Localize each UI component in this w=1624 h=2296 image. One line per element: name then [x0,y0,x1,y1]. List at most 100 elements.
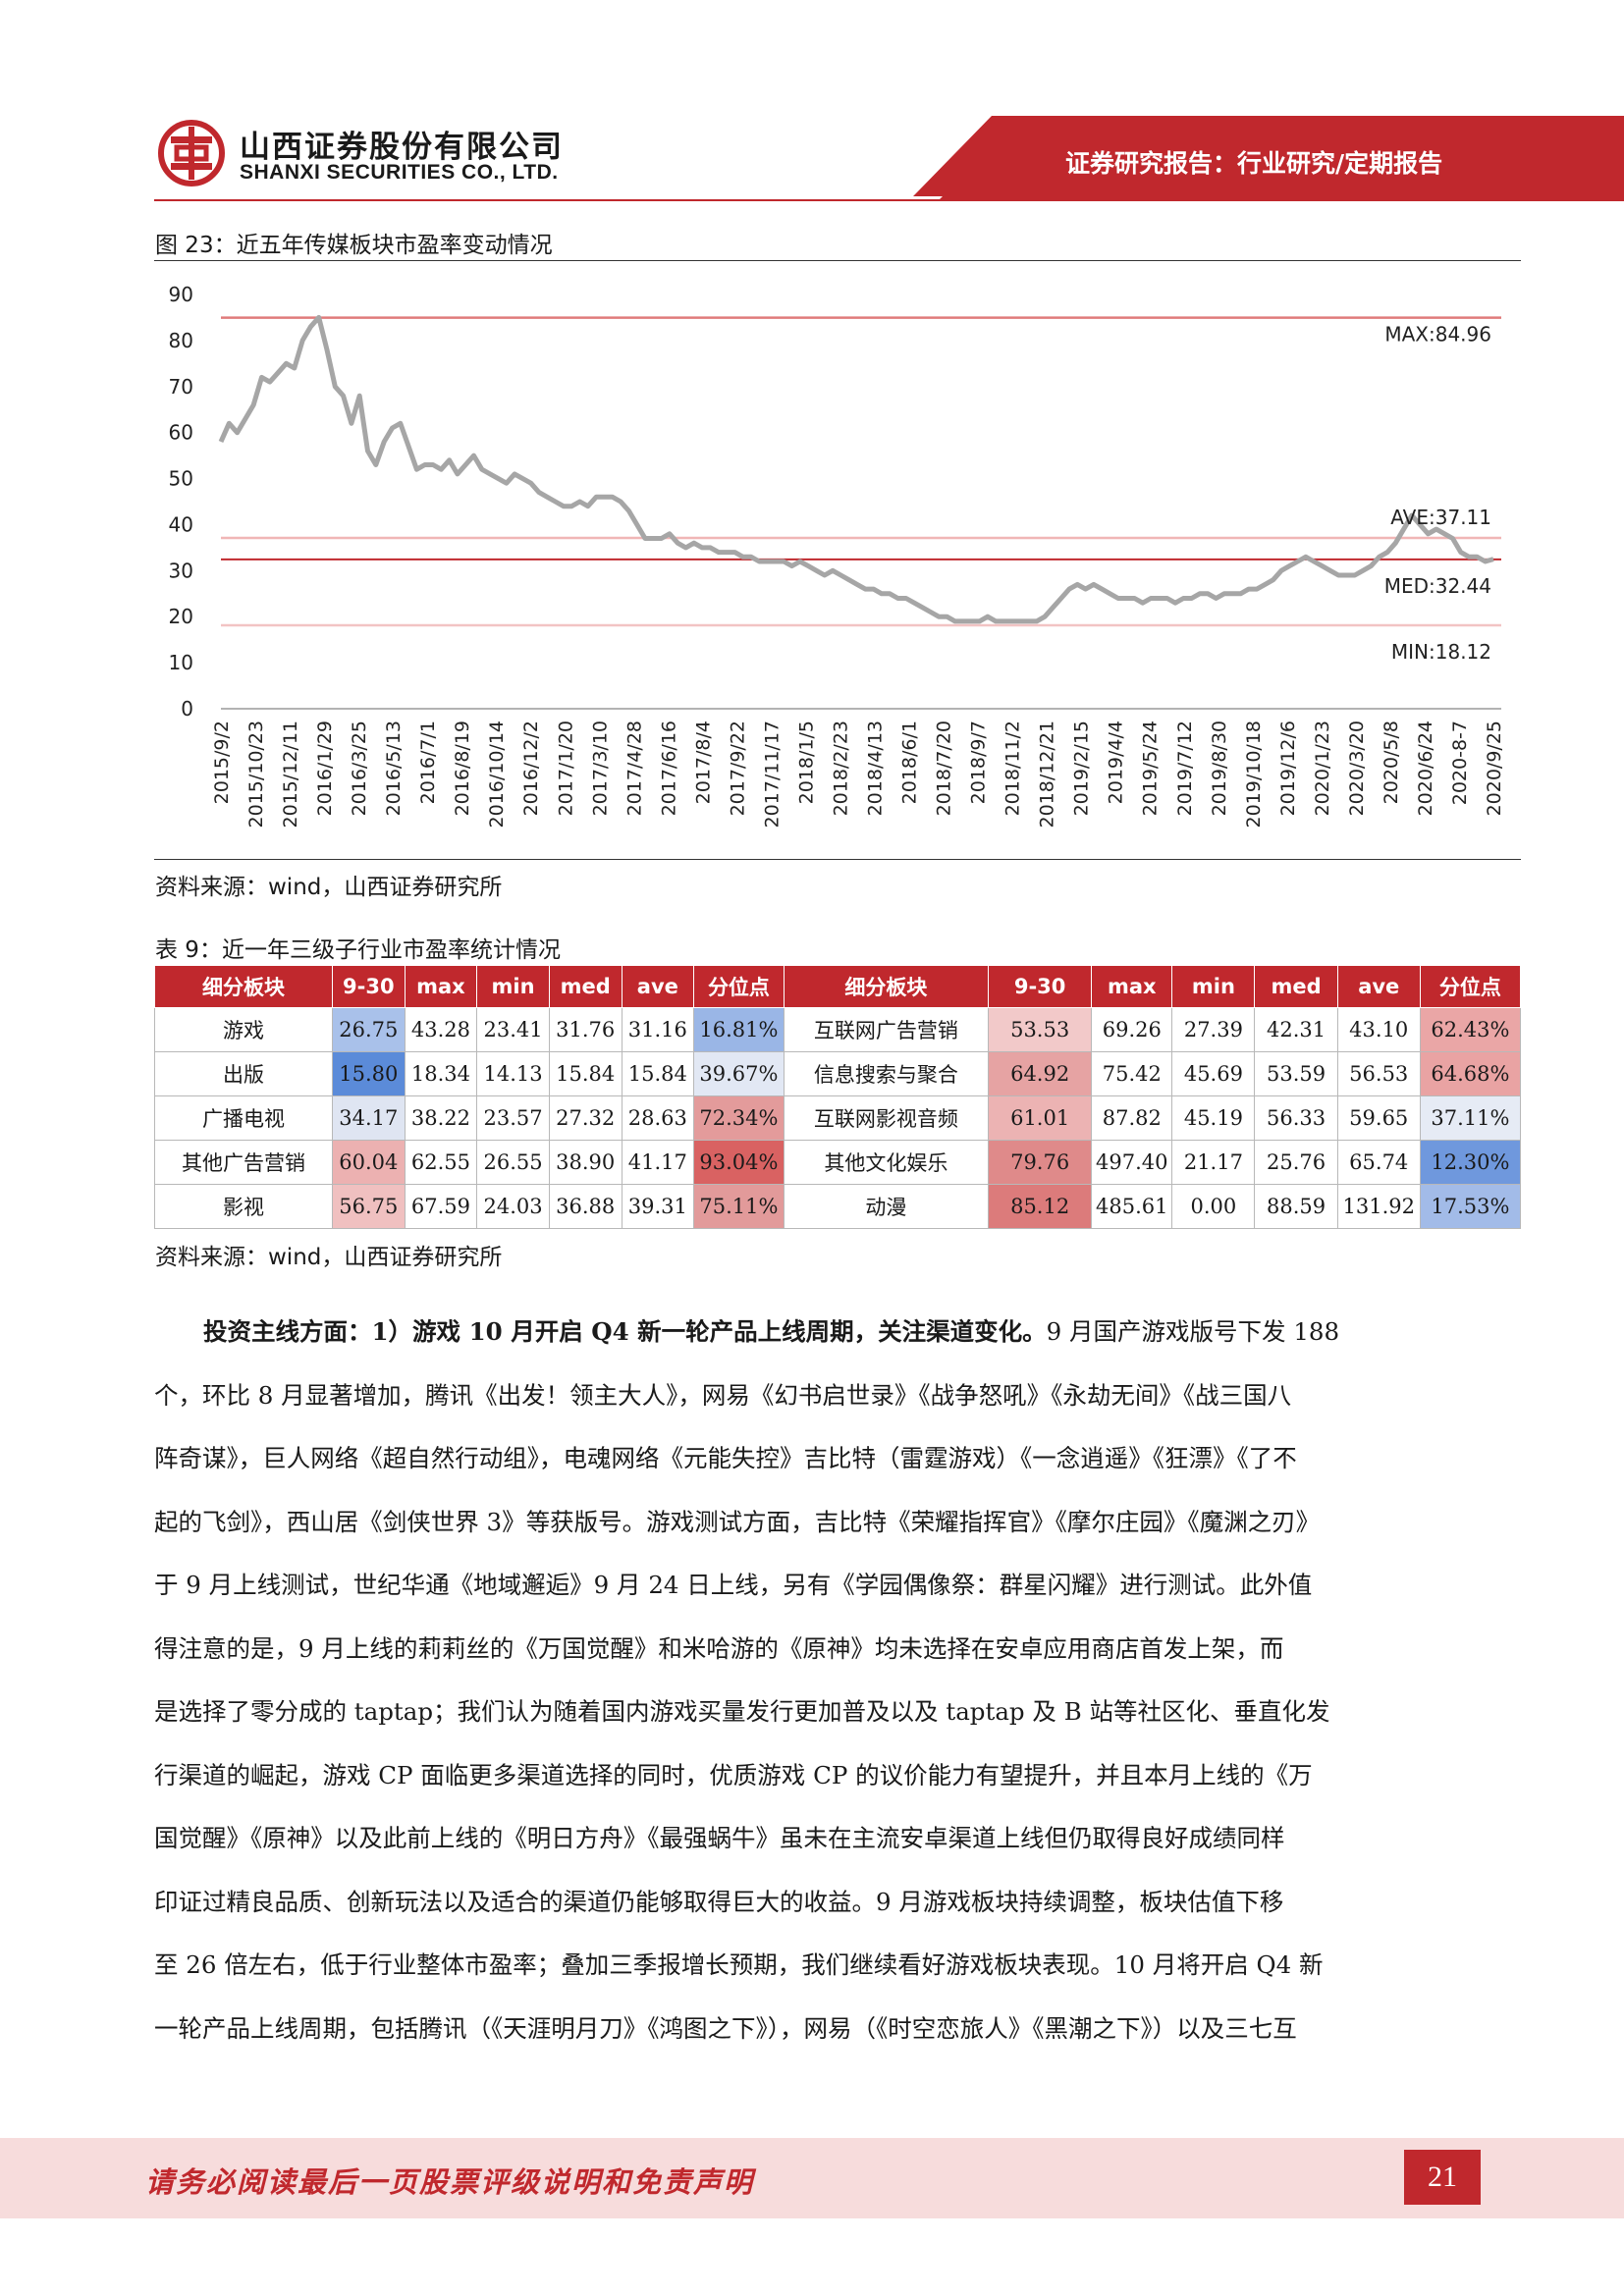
figure-source: 资料来源：wind，山西证券研究所 [155,875,503,900]
x-tick-label: 2018/6/1 [899,721,921,804]
table-header-cell: med [548,965,623,1008]
x-tick-label: 2018/9/7 [968,721,990,804]
reference-label: MED:32.44 [1384,574,1491,598]
table-cell: 59.65 [1336,1095,1421,1141]
table-header-cell: 细分板块 [154,965,333,1008]
x-tick-label: 2016/7/1 [417,721,439,804]
body-line: 投资主线方面：1）游戏 10 月开启 Q4 新一轮产品上线周期，关注渠道变化。9… [154,1301,1507,1364]
table-cell: 42.31 [1254,1007,1338,1052]
table-cell: 出版 [154,1051,333,1096]
reference-label: MAX:84.96 [1384,323,1491,347]
table-cell: 69.26 [1091,1007,1173,1052]
body-line: 行渠道的崛起，游戏 CP 面临更多渠道选择的同时，优质游戏 CP 的议价能力有望… [154,1760,1313,1789]
table-cell: 28.63 [621,1095,695,1141]
x-tick-label: 2016/5/13 [383,721,405,816]
x-tick-label: 2018/7/20 [934,721,955,816]
y-tick-label: 50 [169,467,193,491]
x-tick-label: 2015/12/11 [280,721,301,828]
table-cell: 31.76 [548,1007,623,1052]
table-source: 资料来源：wind，山西证券研究所 [155,1245,503,1270]
page-number: 21 [1404,2150,1481,2205]
table-row: 广播电视 34.17 38.22 23.57 27.32 28.63 72.34% 互联网影视… [154,1095,1522,1141]
table-cell: 60.04 [331,1140,406,1185]
table-cell: 87.82 [1091,1095,1173,1141]
body-paragraph: 投资主线方面：1）游戏 10 月开启 Q4 新一轮产品上线周期，关注渠道变化。9… [154,1301,1507,2060]
table-cell: 88.59 [1254,1184,1338,1229]
table-cell: 56.33 [1254,1095,1338,1141]
table-cell: 62.55 [404,1140,478,1185]
header: 山西证券股份有限公司 SHANXI SECURITIES CO., LTD. 证… [0,0,1624,211]
table-cell: 93.04% [693,1140,785,1185]
table-cell: 72.34% [693,1095,785,1141]
x-tick-label: 2017/1/20 [555,721,576,816]
x-tick-label: 2018/1/5 [796,721,818,804]
x-tick-label: 2020/9/25 [1484,721,1505,816]
table-cell: 广播电视 [154,1095,333,1141]
table-cell: 62.43% [1419,1007,1522,1052]
table-cell: 动漫 [783,1184,990,1229]
x-tick-label: 2017/3/10 [589,721,611,816]
body-line: 个，环比 8 月显著增加，腾讯《出发！领主大人》，网易《幻书启世录》《战争怒吼》… [154,1380,1292,1410]
company-name-cn: 山西证券股份有限公司 [240,130,564,165]
table-cell: 18.34 [404,1051,478,1096]
table-row: 出版 15.80 18.34 14.13 15.84 15.84 39.67% 信息搜索与聚合… [154,1051,1522,1096]
table-cell: 75.11% [693,1184,785,1229]
y-tick-label: 20 [169,605,193,628]
table-cell: 36.88 [548,1184,623,1229]
figure-bottom-rule [154,859,1521,860]
x-tick-label: 2018/12/21 [1037,721,1058,828]
x-tick-label: 2020/1/23 [1312,721,1333,816]
header-divider [154,199,1519,201]
table-row: 游戏 26.75 43.28 23.41 31.76 31.16 16.81% 互联网广告营销… [154,1007,1522,1052]
table-cell: 45.69 [1171,1051,1256,1096]
body-lead-bold: 投资主线方面：1）游戏 10 月开启 Q4 新一轮产品上线周期，关注渠道变化。 [203,1317,1047,1346]
x-tick-label: 2016/12/2 [520,721,542,816]
table-cell: 61.01 [988,1095,1093,1141]
table-cell: 39.31 [621,1184,695,1229]
x-tick-label: 2018/2/23 [831,721,852,816]
x-tick-label: 2020/5/8 [1380,721,1402,804]
x-tick-label: 2015/9/2 [211,721,233,804]
table-cell: 37.11% [1419,1095,1522,1141]
figure-top-rule [154,260,1521,261]
table-header-cell: 分位点 [1419,965,1522,1008]
table-header-cell: ave [621,965,695,1008]
y-tick-label: 70 [169,375,193,399]
table-cell: 34.17 [331,1095,406,1141]
y-tick-label: 40 [169,512,193,536]
table-cell: 23.41 [476,1007,550,1052]
company-name-en: SHANXI SECURITIES CO., LTD. [240,161,559,184]
table-cell: 其他广告营销 [154,1140,333,1185]
y-tick-label: 90 [169,283,193,306]
pe-stats-table: 细分板块 9-30 max min med ave 分位点 细分板块 9-30 max min med… [154,965,1522,1229]
table-header-cell: 分位点 [693,965,785,1008]
table-cell: 53.53 [988,1007,1093,1052]
table-row: 影视 56.75 67.59 24.03 36.88 39.31 75.11% 动漫 85.12… [154,1184,1522,1229]
table-cell: 14.13 [476,1051,550,1096]
x-tick-label: 2019/4/4 [1106,721,1127,804]
body-line: 国觉醒》《原神》以及此前上线的《明日方舟》《最强蜗牛》虽未在主流安卓渠道上线但仍… [154,1824,1285,1852]
table-header-row: 细分板块 9-30 max min med ave 分位点 细分板块 9-30 max min med… [154,965,1522,1008]
table-header-cell: min [476,965,550,1008]
table-cell: 27.32 [548,1095,623,1141]
table-cell: 12.30% [1419,1140,1522,1185]
table-cell: 38.90 [548,1140,623,1185]
x-tick-label: 2017/8/4 [692,721,714,804]
table-cell: 41.17 [621,1140,695,1185]
body-line: 阵奇谋》，巨人网络《超自然行动组》，电魂网络《元能失控》吉比特（雷霆游戏）《一念… [154,1444,1297,1472]
x-tick-label: 2019/2/15 [1071,721,1093,816]
x-tick-label: 2019/5/24 [1140,721,1162,816]
body-line: 于 9 月上线测试，世纪华通《地域邂逅》9 月 24 日上线，另有《学园偶像祭：… [154,1571,1313,1599]
table-cell: 79.76 [988,1140,1093,1185]
table-header-cell: ave [1336,965,1421,1008]
pe-series-line [218,314,1494,624]
table-cell: 38.22 [404,1095,478,1141]
table-cell: 游戏 [154,1007,333,1052]
x-tick-label: 2016/3/25 [349,721,370,816]
table-cell: 497.40 [1091,1140,1173,1185]
table-cell: 43.10 [1336,1007,1421,1052]
body-line-text: 9 月国产游戏版号下发 188 [1046,1317,1340,1346]
pe-line-chart: 0 10 20 30 40 50 60 70 80 90 MAX:84.96 AVE:37.11 MED… [169,283,1505,828]
body-line: 起的飞剑》，西山居《剑侠世界 3》等获版号。游戏测试方面，吉比特《荣耀指挥官》《… [154,1507,1321,1536]
company-logo-icon [158,120,225,187]
